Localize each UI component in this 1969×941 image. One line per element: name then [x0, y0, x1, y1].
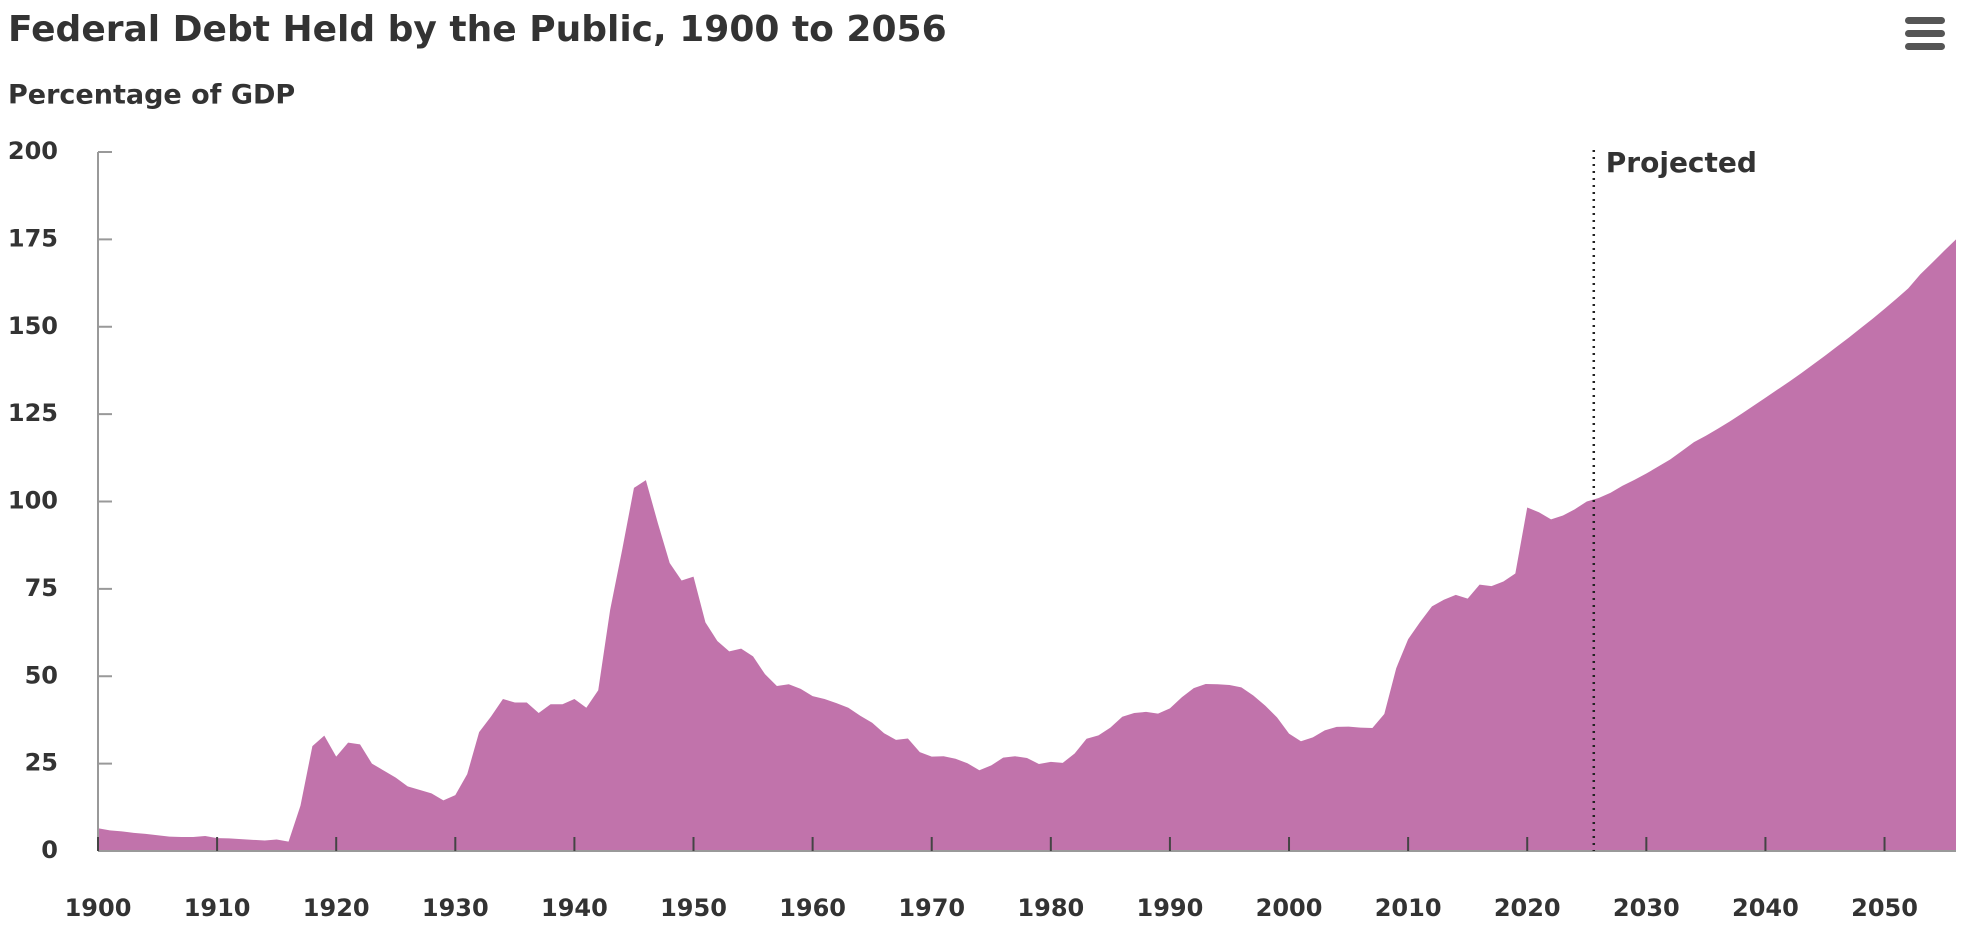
x-tick-label: 2000 — [1256, 894, 1323, 922]
y-tick-label: 175 — [8, 224, 58, 252]
x-tick-label: 1950 — [660, 894, 727, 922]
x-tick-label: 1980 — [1017, 894, 1084, 922]
menu-bar[interactable] — [1905, 43, 1945, 50]
chart-subtitle: Percentage of GDP — [8, 80, 295, 111]
y-tick-label: 0 — [41, 836, 58, 864]
area — [98, 239, 1956, 851]
y-tick-label: 200 — [8, 137, 58, 165]
x-tick-label: 1940 — [541, 894, 608, 922]
x-tick-label: 1930 — [422, 894, 489, 922]
y-tick-label: 125 — [8, 399, 58, 427]
x-tick-label: 1970 — [898, 894, 965, 922]
x-tick-label: 2020 — [1494, 894, 1561, 922]
y-tick-label: 75 — [25, 574, 58, 602]
x-tick-label: 2010 — [1375, 894, 1442, 922]
x-tick-label: 1960 — [779, 894, 846, 922]
menu-bar[interactable] — [1905, 17, 1945, 24]
y-tick-label: 25 — [25, 749, 58, 777]
y-tick-label: 100 — [8, 487, 58, 515]
x-tick-label: 1990 — [1137, 894, 1204, 922]
menu-icon[interactable] — [1905, 17, 1945, 50]
annotation: Projected — [1606, 146, 1757, 179]
x-tick-label: 1920 — [303, 894, 370, 922]
x-tick-label: 2030 — [1613, 894, 1680, 922]
x-tick-label: 2040 — [1732, 894, 1799, 922]
x-tick-label: 1910 — [184, 894, 251, 922]
y-tick-label: 150 — [8, 312, 58, 340]
y-tick-label: 50 — [25, 661, 58, 689]
x-tick-label: 1900 — [65, 894, 132, 922]
x-tick-label: 2050 — [1851, 894, 1918, 922]
chart-title: Federal Debt Held by the Public, 1900 to… — [8, 9, 947, 50]
menu-bar[interactable] — [1905, 30, 1945, 37]
